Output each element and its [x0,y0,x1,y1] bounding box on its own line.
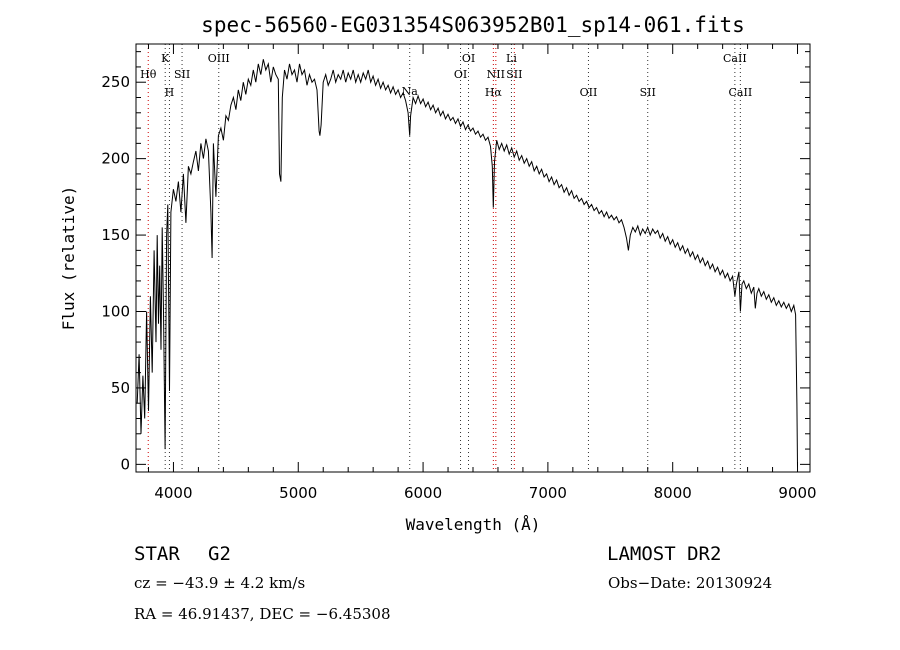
observation-date: Obs−Date: 20130924 [608,574,773,592]
marker-label-14: CaII [723,52,747,65]
marker-label-13: SII [640,86,656,99]
marker-label-12: OII [580,86,598,99]
y-tick-label-200: 200 [101,150,130,168]
marker-label-10: Li [506,52,517,65]
marker-label-1: K [161,52,170,65]
survey-name: LAMOST DR2 [607,543,722,565]
marker-label-15: CaII [729,86,753,99]
ra-dec-coordinates: RA = 46.91437, DEC = −6.45308 [134,605,391,623]
x-axis-label: Wavelength (Å) [406,515,541,534]
x-tick-label-4000: 4000 [154,484,192,502]
y-tick-label-0: 0 [120,455,130,473]
x-tick-label-6000: 6000 [404,484,442,502]
subclass: G2 [208,543,231,565]
x-tick-label-8000: 8000 [654,484,692,502]
y-tick-label-50: 50 [111,379,130,397]
marker-label-7: OI [462,52,475,65]
object-class: STAR [134,543,180,565]
marker-label-8: NII [487,68,505,81]
marker-label-2: H [165,86,175,99]
redshift-cz: cz = −43.9 ± 4.2 km/s [134,574,306,592]
x-tick-label-9000: 9000 [778,484,816,502]
marker-label-11: SII [506,68,522,81]
marker-label-5: Na [402,85,419,98]
y-axis-label: Flux (relative) [59,186,78,331]
marker-label-6: OI [454,68,467,81]
marker-label-0: Hθ [140,68,157,81]
y-tick-label-100: 100 [101,303,130,321]
marker-label-3: SII [174,68,190,81]
x-tick-label-7000: 7000 [529,484,567,502]
marker-label-9: Hα [485,86,503,99]
y-tick-label-250: 250 [101,73,130,91]
spectrum-chart: Hθ K H SII OIII Na OI OI NII Hα Li SII OII SII CaII CaI… [59,13,817,534]
spectrum-line-0 [136,59,798,468]
chart-title: spec-56560-EG031354S063952B01_sp14-061.f… [201,13,745,37]
marker-label-4: OIII [208,52,230,65]
y-tick-label-150: 150 [101,226,130,244]
x-tick-label-5000: 5000 [279,484,317,502]
plot-frame [135,43,811,473]
